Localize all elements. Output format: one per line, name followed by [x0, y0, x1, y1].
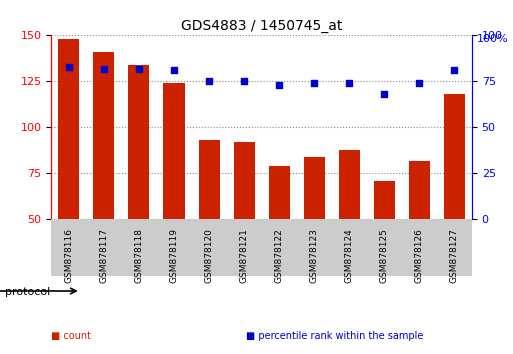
Point [240, 79, 248, 84]
Text: GSM878127: GSM878127 [450, 228, 459, 283]
Point [170, 68, 178, 73]
Text: protocol: protocol [5, 287, 50, 297]
Text: GSM878119: GSM878119 [169, 228, 179, 283]
Point [450, 68, 459, 73]
Text: GSM878121: GSM878121 [240, 228, 249, 283]
Point [345, 80, 353, 86]
Bar [58, 39, 80, 312]
Text: ■ count: ■ count [51, 331, 91, 341]
Point [205, 79, 213, 84]
Y-axis label: 100%: 100% [477, 34, 509, 44]
Bar [444, 94, 465, 312]
Text: GSM878125: GSM878125 [380, 228, 389, 283]
Point [100, 66, 108, 72]
Bar [409, 161, 430, 312]
Text: GSM878120: GSM878120 [205, 228, 213, 283]
Bar [374, 181, 395, 312]
FancyBboxPatch shape [335, 232, 468, 274]
Title: GDS4883 / 1450745_at: GDS4883 / 1450745_at [181, 19, 342, 33]
Bar [304, 157, 325, 312]
Bar [269, 166, 290, 312]
FancyBboxPatch shape [195, 232, 328, 274]
Text: MCD+HF diet with metformin: MCD+HF diet with metformin [335, 247, 468, 256]
Bar [199, 140, 220, 312]
Point [135, 66, 143, 72]
Bar [93, 52, 114, 312]
Bar [128, 65, 149, 312]
Bar [233, 142, 254, 312]
Point [65, 64, 73, 69]
Text: GSM878123: GSM878123 [310, 228, 319, 283]
Point [275, 82, 283, 88]
Text: normal diet: normal diet [95, 247, 148, 256]
Text: MCD+HF diet: MCD+HF diet [231, 247, 292, 256]
Point [380, 91, 388, 97]
FancyBboxPatch shape [55, 232, 188, 274]
Text: GSM878126: GSM878126 [415, 228, 424, 283]
Point [415, 80, 423, 86]
Text: GSM878124: GSM878124 [345, 228, 354, 283]
Text: ■ percentile rank within the sample: ■ percentile rank within the sample [246, 331, 424, 341]
Text: GSM878117: GSM878117 [100, 228, 108, 283]
Bar [164, 83, 185, 312]
Text: GSM878118: GSM878118 [134, 228, 144, 283]
Bar [339, 149, 360, 312]
Text: GSM878122: GSM878122 [274, 228, 284, 283]
Point [310, 80, 318, 86]
Text: GSM878116: GSM878116 [64, 228, 73, 283]
